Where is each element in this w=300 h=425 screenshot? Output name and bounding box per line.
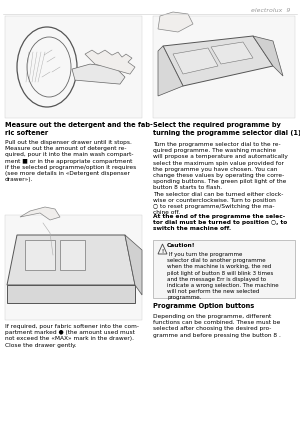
Polygon shape <box>158 46 183 96</box>
FancyBboxPatch shape <box>153 240 295 298</box>
Text: Measure out the detergent and the fab-
ric softener: Measure out the detergent and the fab- r… <box>5 122 153 136</box>
Text: If you turn the programme
selector dial to another programme
when the machine is: If you turn the programme selector dial … <box>167 252 279 300</box>
Polygon shape <box>173 48 218 74</box>
Text: Depending on the programme, different
functions can be combined. These must be
s: Depending on the programme, different fu… <box>153 314 281 337</box>
Polygon shape <box>85 50 135 74</box>
Polygon shape <box>253 36 283 76</box>
FancyBboxPatch shape <box>5 16 142 118</box>
Text: Turn the programme selector dial to the re-
quired programme. The washing machin: Turn the programme selector dial to the … <box>153 142 288 215</box>
Text: electrolux  9: electrolux 9 <box>250 8 290 13</box>
Text: At the end of the programme the selec-
tor dial must be turned to position ○, to: At the end of the programme the selec- t… <box>153 214 287 231</box>
Polygon shape <box>163 36 273 86</box>
Text: Programme Option buttons: Programme Option buttons <box>153 303 254 309</box>
Polygon shape <box>7 235 135 285</box>
FancyBboxPatch shape <box>60 240 85 270</box>
Text: Select the required programme by
turning the programme selector dial (1): Select the required programme by turning… <box>153 122 300 136</box>
Polygon shape <box>72 64 125 84</box>
Polygon shape <box>158 12 193 32</box>
FancyBboxPatch shape <box>153 16 295 118</box>
Text: Caution!: Caution! <box>167 243 196 248</box>
FancyBboxPatch shape <box>5 215 142 320</box>
Polygon shape <box>7 285 135 303</box>
FancyBboxPatch shape <box>25 240 55 270</box>
Text: !: ! <box>161 249 164 253</box>
Text: Pull out the dispenser drawer until it stops.
Measure out the amount of detergen: Pull out the dispenser drawer until it s… <box>5 140 136 182</box>
Polygon shape <box>125 235 142 295</box>
Polygon shape <box>211 42 253 64</box>
Text: If required, pour fabric softener into the com-
partment marked ● (the amount us: If required, pour fabric softener into t… <box>5 324 139 348</box>
Polygon shape <box>20 207 60 220</box>
